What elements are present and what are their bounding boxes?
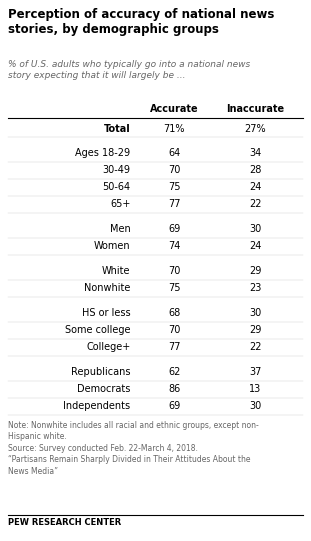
Text: 70: 70 bbox=[168, 166, 180, 175]
Text: 34: 34 bbox=[249, 148, 261, 159]
Text: 70: 70 bbox=[168, 267, 180, 276]
Text: Independents: Independents bbox=[63, 401, 131, 412]
Text: 30: 30 bbox=[249, 308, 261, 319]
Text: 30: 30 bbox=[249, 401, 261, 412]
Text: Democrats: Democrats bbox=[77, 385, 131, 394]
Text: % of U.S. adults who typically go into a national news
story expecting that it w: % of U.S. adults who typically go into a… bbox=[8, 60, 250, 80]
Text: Men: Men bbox=[110, 225, 131, 234]
Text: 86: 86 bbox=[168, 385, 180, 394]
Text: Accurate: Accurate bbox=[150, 104, 198, 114]
Text: 69: 69 bbox=[168, 225, 180, 234]
Text: 62: 62 bbox=[168, 367, 180, 378]
Text: 50-64: 50-64 bbox=[103, 182, 131, 193]
Text: 23: 23 bbox=[249, 283, 261, 294]
Text: Perception of accuracy of national news
stories, by demographic groups: Perception of accuracy of national news … bbox=[8, 8, 274, 36]
Text: 30-49: 30-49 bbox=[103, 166, 131, 175]
Text: 30: 30 bbox=[249, 225, 261, 234]
Text: College+: College+ bbox=[86, 342, 131, 353]
Text: 29: 29 bbox=[249, 326, 261, 335]
Text: 27%: 27% bbox=[244, 123, 266, 134]
Text: Note: Nonwhite includes all racial and ethnic groups, except non-
Hispanic white: Note: Nonwhite includes all racial and e… bbox=[8, 421, 259, 476]
Text: 13: 13 bbox=[249, 385, 261, 394]
Text: 69: 69 bbox=[168, 401, 180, 412]
Text: 71%: 71% bbox=[163, 123, 185, 134]
Text: Women: Women bbox=[94, 241, 131, 252]
Text: 75: 75 bbox=[168, 283, 180, 294]
Text: 77: 77 bbox=[168, 342, 180, 353]
Text: Total: Total bbox=[104, 123, 131, 134]
Text: Nonwhite: Nonwhite bbox=[84, 283, 131, 294]
Text: 28: 28 bbox=[249, 166, 261, 175]
Text: 74: 74 bbox=[168, 241, 180, 252]
Text: White: White bbox=[102, 267, 131, 276]
Text: 70: 70 bbox=[168, 326, 180, 335]
Text: 24: 24 bbox=[249, 241, 261, 252]
Text: Inaccurate: Inaccurate bbox=[226, 104, 284, 114]
Text: 22: 22 bbox=[249, 200, 261, 209]
Text: 75: 75 bbox=[168, 182, 180, 193]
Text: 37: 37 bbox=[249, 367, 261, 378]
Text: 29: 29 bbox=[249, 267, 261, 276]
Text: HS or less: HS or less bbox=[82, 308, 131, 319]
Text: 68: 68 bbox=[168, 308, 180, 319]
Text: PEW RESEARCH CENTER: PEW RESEARCH CENTER bbox=[8, 518, 121, 527]
Text: 77: 77 bbox=[168, 200, 180, 209]
Text: 24: 24 bbox=[249, 182, 261, 193]
Text: Republicans: Republicans bbox=[71, 367, 131, 378]
Text: Ages 18-29: Ages 18-29 bbox=[76, 148, 131, 159]
Text: 64: 64 bbox=[168, 148, 180, 159]
Text: 65+: 65+ bbox=[110, 200, 131, 209]
Text: Some college: Some college bbox=[65, 326, 131, 335]
Text: 22: 22 bbox=[249, 342, 261, 353]
